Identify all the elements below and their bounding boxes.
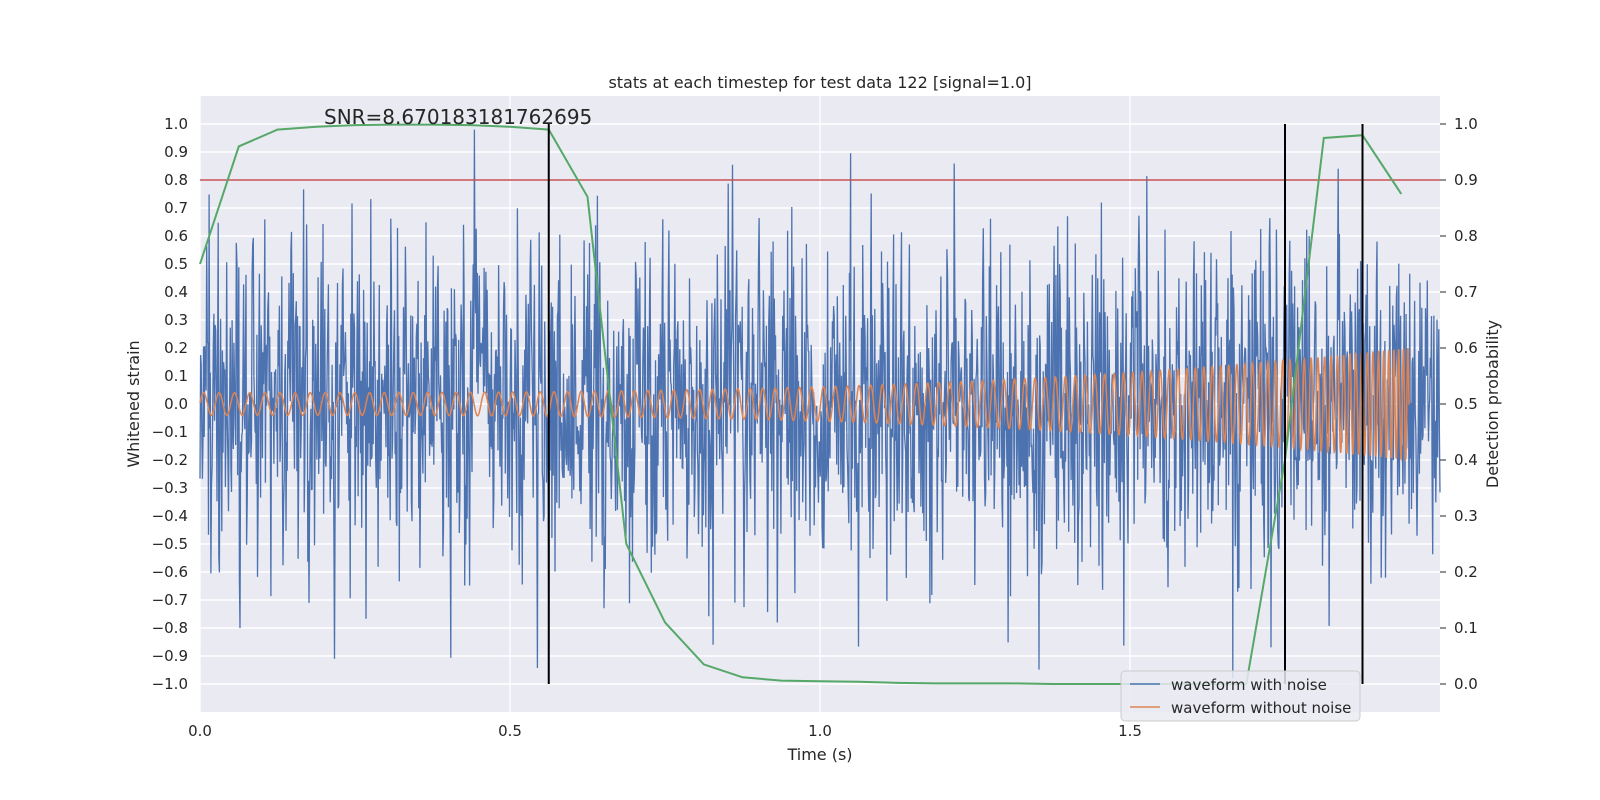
y-right-tick-label: 0.6	[1454, 339, 1478, 357]
y-tick-label: 0.9	[164, 143, 188, 161]
legend-label-noise: waveform with noise	[1171, 676, 1327, 694]
chart-title: stats at each timestep for test data 122…	[608, 73, 1031, 92]
y-right-tick-label: 0.9	[1454, 171, 1478, 189]
x-tick-label: 1.0	[808, 722, 832, 740]
legend-label-clean: waveform without noise	[1171, 699, 1351, 717]
y-tick-label: −0.9	[152, 647, 188, 665]
y-tick-label: −0.3	[152, 479, 188, 497]
plot-area	[199, 96, 1441, 712]
y-tick-label: −0.7	[152, 591, 188, 609]
y-tick-label: 1.0	[164, 115, 188, 133]
snr-annotation: SNR=8.670183181762695	[324, 105, 592, 129]
x-axis-ticks: 0.0 0.5 1.0 1.5	[188, 722, 1142, 740]
y-right-tick-label: 0.4	[1454, 451, 1478, 469]
y-tick-label: −0.8	[152, 619, 188, 637]
detection-markers	[547, 124, 1364, 684]
y-tick-label: −1.0	[152, 675, 188, 693]
y-tick-label: −0.6	[152, 563, 188, 581]
y-right-tick-label: 0.2	[1454, 563, 1478, 581]
x-axis-label: Time (s)	[786, 745, 852, 764]
y-right-tick-label: 0.3	[1454, 507, 1478, 525]
y-tick-label: 0.7	[164, 199, 188, 217]
y-tick-label: 0.2	[164, 339, 188, 357]
y-right-tick-label: 0.5	[1454, 395, 1478, 413]
y-axis-right-ticks: 0.0 0.1 0.2 0.3 0.4 0.5 0.6 0.7 0.8 0.9 1.0	[1440, 115, 1478, 693]
legend-frame	[1120, 670, 1361, 722]
y-right-tick-label: 0.0	[1454, 675, 1478, 693]
x-tick-label: 0.0	[188, 722, 212, 740]
y-tick-label: −0.4	[152, 507, 188, 525]
y-tick-label: 0.6	[164, 227, 188, 245]
y-tick-label: −0.5	[152, 535, 188, 553]
y-axis-right-label: Detection probability	[1483, 320, 1502, 488]
series-waveform-without-noise	[199, 347, 1410, 463]
y-tick-label: 0.4	[164, 283, 188, 301]
y-right-tick-label: 0.8	[1454, 227, 1478, 245]
y-tick-label: 0.8	[164, 171, 188, 189]
x-tick-label: 1.5	[1118, 722, 1142, 740]
legend: waveform with noise waveform without noi…	[1120, 670, 1361, 722]
y-axis-label: Whitened strain	[124, 340, 143, 467]
y-axis-left-ticks: −1.0 −0.9 −0.8 −0.7 −0.6 −0.5 −0.4 −0.3 −0.2 −0.1…	[152, 115, 188, 693]
y-tick-label: 0.5	[164, 255, 188, 273]
y-tick-label: 0.0	[164, 395, 188, 413]
series-waveform-with-noise	[199, 129, 1441, 679]
y-right-tick-label: 0.7	[1454, 283, 1478, 301]
y-right-tick-label: 0.1	[1454, 619, 1478, 637]
y-tick-label: 0.1	[164, 367, 188, 385]
y-tick-label: −0.1	[152, 423, 188, 441]
y-tick-label: −0.2	[152, 451, 188, 469]
y-right-tick-label: 1.0	[1454, 115, 1478, 133]
y-tick-label: 0.3	[164, 311, 188, 329]
x-tick-label: 0.5	[498, 722, 522, 740]
